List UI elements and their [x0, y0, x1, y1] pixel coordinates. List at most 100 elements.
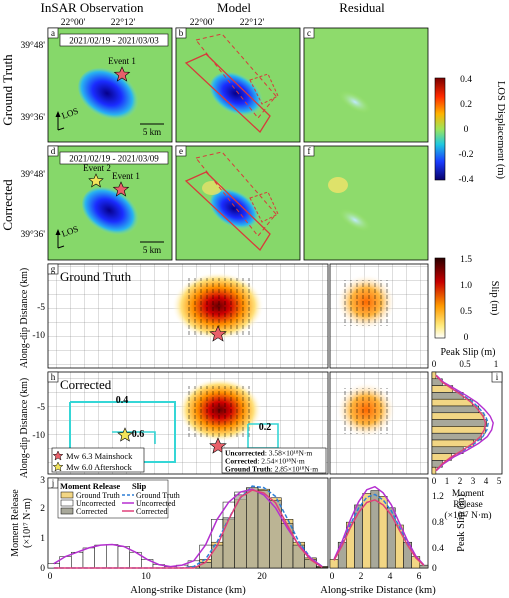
i-bottom-tick: 4	[484, 476, 489, 486]
jr-xlabel: Along-strike Distance (km)	[320, 585, 436, 596]
mb-unc-label: Uncorrected	[225, 449, 266, 458]
j-ylabel: (×10¹⁷ N·m)	[22, 498, 33, 548]
cbar-tick: 1.5	[460, 255, 472, 265]
bar-corrected	[246, 487, 259, 569]
j-ytick: 1	[40, 534, 45, 544]
event1-star-icon	[113, 66, 131, 82]
cbar-tick: 0.2	[460, 100, 472, 110]
event2-star-icon	[88, 173, 104, 188]
i-bottom-tick: 3	[471, 476, 476, 486]
row-title-ground-truth: Ground Truth	[0, 54, 15, 126]
panel-letter-c: c	[307, 28, 311, 38]
depth-bar	[431, 432, 482, 441]
lat-tick: 39°48'	[20, 169, 45, 180]
cbar-label: Slip (m)	[489, 281, 500, 316]
cbar-tick: 0.4	[460, 75, 472, 85]
i-bottom-tick: 1	[445, 476, 450, 486]
i-bottom-tick: 2	[458, 476, 463, 486]
event2-label: Event 2	[83, 163, 111, 173]
panel-letter-e: e	[179, 146, 183, 156]
lat-tick: 39°48'	[20, 40, 45, 51]
jr-xtick: 2	[359, 572, 364, 582]
svg-text:Corrected: 2.54×10¹⁸N·m: Corrected: 2.54×10¹⁸N·m	[225, 457, 305, 466]
col-title-insar: InSAR Observation	[41, 0, 144, 15]
panel-c: c	[303, 27, 429, 143]
mb-gt-val: : 2.85×10¹⁸N·m	[271, 465, 319, 474]
colorbar-los: 0.4 0.2 0 -0.2 -0.4 LOS Displacement (m)	[434, 75, 506, 185]
panel-letter-h: h	[51, 372, 56, 382]
i-xlabel: Release	[453, 500, 483, 510]
legend-aftershock: Mw 6.0 Aftershock	[66, 462, 133, 472]
depth-slip-line	[435, 374, 487, 472]
bar-corrected	[316, 567, 329, 569]
legend-mr-gt: Ground Truth	[76, 491, 120, 500]
svg-text:Uncorrected: 3.58×10¹⁸N·m: Uncorrected: 3.58×10¹⁸N·m	[225, 449, 312, 458]
contour-label: 0.4	[116, 395, 129, 406]
panel-e: e	[175, 145, 301, 261]
cbar-tick: 1.0	[460, 281, 472, 291]
cbar-tick: 0.5	[460, 307, 472, 317]
scale-label-d: 5 km	[143, 245, 161, 255]
ytick: -5	[37, 403, 45, 413]
panel-d: 2021/02/19 - 2021/03/09 Event 2 Event 1 …	[47, 145, 173, 261]
lat-tick: 39°36'	[20, 229, 45, 240]
panel-g: Ground Truth g	[47, 263, 329, 369]
depth-slip-line	[435, 374, 494, 472]
bar-uncorrected	[117, 546, 130, 569]
i-xlabel: (×10¹⁷ N·m)	[444, 510, 491, 521]
residual-bar	[378, 496, 388, 569]
panel-j-right	[329, 477, 429, 569]
slip-line-cor	[53, 489, 323, 569]
panel-letter-a: a	[51, 28, 55, 38]
j-xtick: 10	[141, 572, 151, 582]
jr-ytick: 1.2	[432, 492, 444, 502]
depth-bar	[431, 439, 474, 448]
mb-cor-val: : 2.54×10¹⁸N·m	[257, 457, 305, 466]
bar-uncorrected	[82, 547, 95, 569]
cbar-tick: -0.4	[458, 175, 473, 185]
legend-slip-gt: Ground Truth	[136, 491, 180, 500]
j-ytick: 0	[40, 564, 45, 574]
legend-mainshock: Mw 6.3 Mainshock	[66, 451, 133, 461]
i-top-tick: 1	[494, 359, 499, 369]
lon-tick: 22°12'	[240, 17, 265, 28]
lon-tick: 22°00'	[61, 17, 86, 28]
jr-ytick: 0.8	[432, 518, 444, 528]
depth-bar	[431, 398, 473, 407]
date-label-a: 2021/02/19 - 2021/03/03	[69, 36, 159, 46]
jr-ytick: 0	[432, 564, 437, 574]
cbar-tick: 0	[464, 333, 469, 343]
aftershock-legend-icon	[52, 461, 64, 472]
mb-unc-val: : 3.58×10¹⁸N·m	[265, 449, 313, 458]
legend-slip-title: Slip	[132, 481, 146, 491]
bar-corrected	[257, 490, 270, 569]
jr-ytick: 0.4	[432, 544, 444, 554]
panel-g-residual	[329, 263, 429, 369]
lon-tick: 22°00'	[190, 17, 215, 28]
i-top-tick: 0.5	[459, 359, 471, 369]
panel-h: 0.4 0.6 0.2 Corrected h Mw 6.3 Mainshock…	[47, 371, 329, 475]
row-title-corrected: Corrected	[0, 179, 15, 231]
residual-bar	[419, 564, 429, 569]
legend-slip-cor: Corrected	[136, 507, 168, 516]
mainshock-legend-icon	[52, 450, 64, 461]
depth-bar	[431, 371, 437, 380]
panel-letter-b: b	[179, 28, 184, 38]
panel-h-residual	[329, 371, 429, 475]
bar-uncorrected	[94, 544, 107, 569]
legend-mr-cor: Corrected	[76, 507, 108, 516]
depth-bar	[431, 412, 485, 420]
bar-uncorrected	[71, 551, 84, 569]
colorbar-slip: 1.5 1.0 0.5 0 Slip (m)	[434, 255, 500, 343]
lat-tick: 39°36'	[20, 112, 45, 123]
j-xtick: 20	[257, 572, 267, 582]
contour-label: 0.2	[259, 422, 272, 433]
slip-ylabel: Along-dip Distance (km)	[19, 378, 30, 479]
legend-mr-unc: Uncorrected	[76, 499, 116, 508]
residual-bar	[362, 493, 372, 569]
event1-label-a: Event 1	[108, 56, 136, 66]
legend-mr-title: Moment Release	[60, 481, 120, 491]
col-title-residual: Residual	[339, 0, 385, 15]
aftershock-star-icon	[117, 427, 133, 442]
